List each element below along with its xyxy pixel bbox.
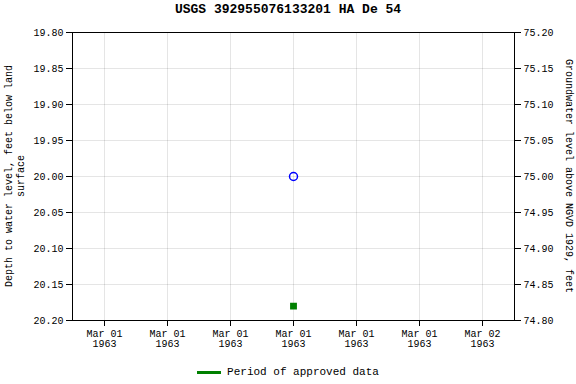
svg-text:74.95: 74.95 xyxy=(524,208,554,219)
svg-text:Mar 011963: Mar 011963 xyxy=(338,329,374,350)
svg-text:Mar 011963: Mar 011963 xyxy=(86,329,122,350)
html-text:USGS 392955076133201 HA De 54: USGS 392955076133201 HA De 54 xyxy=(174,2,402,17)
svg-text:75.05: 75.05 xyxy=(524,136,554,147)
svg-text:20.15: 20.15 xyxy=(33,280,63,291)
html-text:Period of approved data: Period of approved data xyxy=(227,366,379,378)
svg-text:74.90: 74.90 xyxy=(524,244,554,255)
svg-text:20.05: 20.05 xyxy=(33,208,63,219)
svg-text:20.00: 20.00 xyxy=(33,172,63,183)
svg-text:74.80: 74.80 xyxy=(524,316,554,327)
svg-text:Mar 011963: Mar 011963 xyxy=(212,329,248,350)
svg-text:20.20: 20.20 xyxy=(33,316,63,327)
svg-text:Groundwater level above NGVD 1: Groundwater level above NGVD 1929, feet xyxy=(563,59,574,293)
svg-text:19.95: 19.95 xyxy=(33,136,63,147)
svg-text:19.80: 19.80 xyxy=(33,28,63,39)
svg-text:Mar 021963: Mar 021963 xyxy=(464,329,500,350)
svg-text:75.20: 75.20 xyxy=(524,28,554,39)
svg-text:Mar 011963: Mar 011963 xyxy=(149,329,185,350)
svg-text:Mar 011963: Mar 011963 xyxy=(275,329,311,350)
svg-text:Mar 011963: Mar 011963 xyxy=(401,329,437,350)
svg-text:19.90: 19.90 xyxy=(33,100,63,111)
svg-text:75.15: 75.15 xyxy=(524,64,554,75)
svg-text:Depth to water level, feet bel: Depth to water level, feet below landsur… xyxy=(4,65,27,287)
svg-text:75.10: 75.10 xyxy=(524,100,554,111)
svg-text:74.85: 74.85 xyxy=(524,280,554,291)
svg-text:75.00: 75.00 xyxy=(524,172,554,183)
svg-text:20.10: 20.10 xyxy=(33,244,63,255)
svg-text:19.85: 19.85 xyxy=(33,64,63,75)
